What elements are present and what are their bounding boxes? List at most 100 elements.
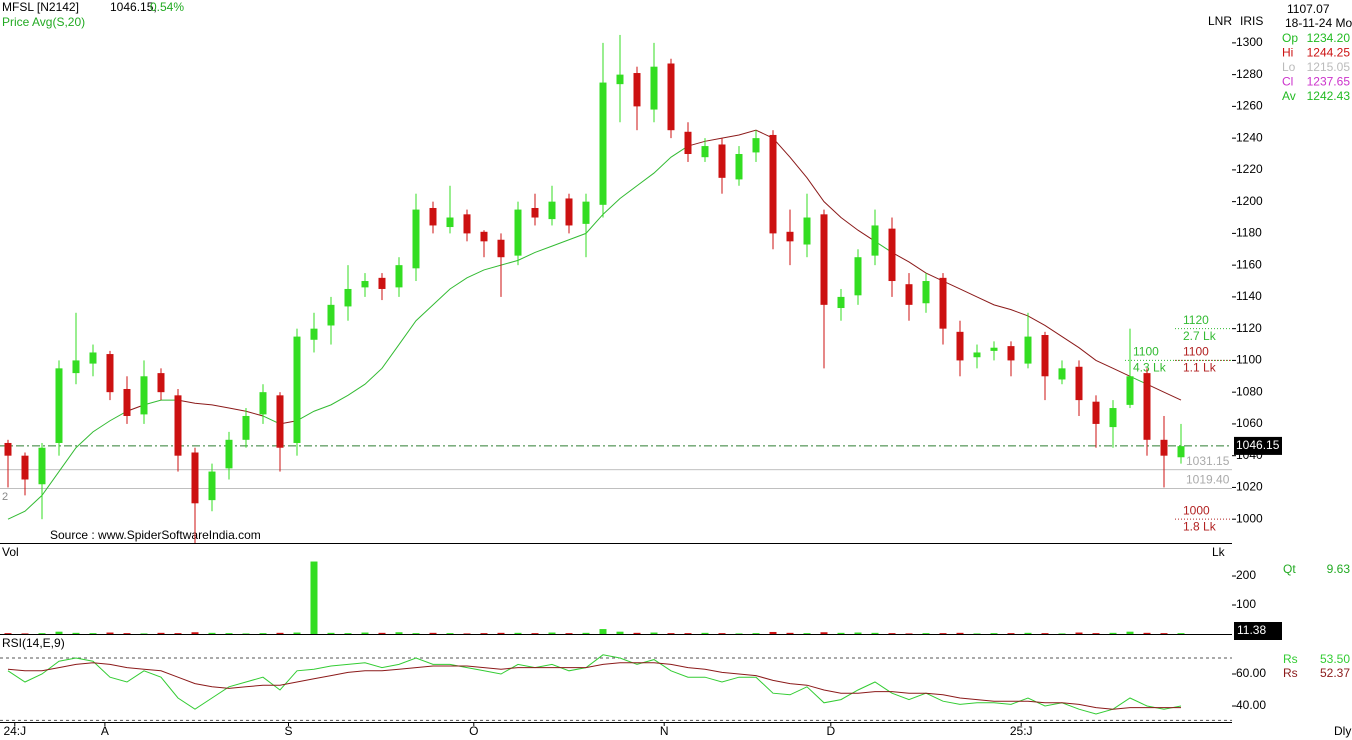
moving-average [143,399,178,406]
volume-bar [310,561,318,634]
volume-bar [1041,633,1049,634]
y-tick-label: 1140 [1236,289,1262,303]
candle-body [820,214,828,305]
moving-average [1146,383,1182,401]
volume-bar [276,632,284,634]
volume-bar [718,633,726,634]
candle-body [1160,439,1168,456]
y-tick-label: 1300 [1236,35,1263,49]
candle-body [89,352,97,364]
candle-body [650,66,658,110]
volume-bar [871,632,879,634]
candle-body [1041,335,1049,377]
candle-body [735,154,743,180]
volume-bar [174,633,182,634]
candle-body [854,257,862,296]
candle-body [412,209,420,269]
candle-body [1092,401,1100,424]
candle-body [463,214,471,234]
candle-body [905,284,913,305]
volume-bar [735,633,743,634]
annotation-value: 1000 [1183,503,1210,517]
y-tick-label: 40.00 [1236,698,1266,712]
candle-body [4,442,12,456]
candle-body [956,331,964,361]
candle-body [72,360,80,374]
candle-body [752,138,760,153]
volume-bar [1058,633,1066,634]
candle-body [55,368,63,443]
volume-bar [582,632,590,634]
x-tick-label: N [660,724,669,738]
volume-bar [1109,632,1117,634]
candle-body [259,392,267,415]
volume-bar [106,632,114,634]
price: 1046.15, [110,0,157,14]
info-price: 1107.07 [1287,2,1330,16]
indicator: Price Avg(S,20) [2,15,85,29]
candle-body [344,288,352,307]
candle-body [361,281,369,288]
level-label: 1019.40 [1186,473,1230,487]
last-tag [1234,622,1282,640]
legend-value: 53.50 [1320,652,1350,666]
candle-body [667,63,675,131]
candle-body [565,198,573,226]
readout-label: Qt [1283,562,1296,576]
candle-body [1058,368,1066,380]
annotation-value: 1100 [1183,345,1209,359]
moving-average [177,399,264,417]
candle-body [293,336,301,443]
candle-body [378,277,386,289]
rsi-line [7,662,1181,710]
volume-bar [1007,633,1015,634]
moving-average [7,410,128,520]
candle-body [395,265,403,288]
panel-title: Vol [2,545,19,559]
candle-body [429,207,437,226]
volume-bar [565,633,573,634]
candle-body [837,296,845,309]
candle-body [939,277,947,329]
candle-body [1109,408,1117,428]
x-tick-label: 25:J [1010,724,1033,738]
candle-body [276,395,284,448]
volume-bar [769,631,777,634]
volume-bar [1092,633,1100,634]
volume-bar [684,633,692,634]
legend-value: 52.37 [1320,666,1350,680]
readout-value: 9.63 [1327,562,1351,576]
volume-bar [786,632,794,634]
volume-bar [55,631,63,634]
volume-bar [4,633,12,634]
moving-average [687,129,876,242]
candle-body [514,209,522,256]
volume-bar [514,632,522,634]
candle-body [633,73,641,107]
x-tick-label: O [469,724,478,738]
candle-body [225,439,233,469]
info-label: Lo [1282,60,1296,74]
source: Source : www.SpiderSoftwareIndia.com [50,528,261,542]
candle-body [548,201,556,220]
candle-body [21,455,29,480]
y-tick-label: 1120 [1236,321,1262,335]
y-tick-label: 1060 [1236,416,1263,430]
volume-bar [1126,631,1134,634]
volume-bar [599,629,607,634]
y-tick-label: 1160 [1236,257,1262,271]
candle-body [582,201,590,224]
candle-body [208,471,216,501]
volume-bar [1160,633,1168,634]
candle-body [174,395,182,456]
volume-bar [1177,633,1185,634]
symbol: MFSL [N2142] [2,0,79,14]
y-tick-label: 1240 [1236,130,1263,144]
volume-bar [38,633,46,634]
legend-name: Rs [1283,666,1298,680]
candle-body [446,217,454,228]
moving-average [891,252,1131,377]
volume-bar [378,632,386,634]
x-tick-label: S [284,724,292,738]
unit: Lk [1212,545,1226,559]
